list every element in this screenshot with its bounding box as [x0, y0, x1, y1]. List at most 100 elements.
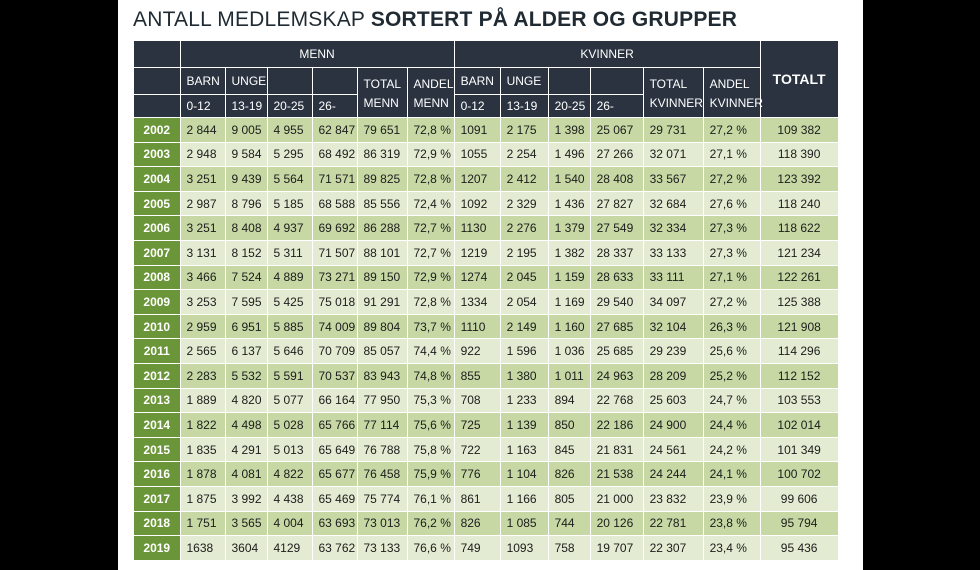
table-cell: 4 822	[267, 461, 313, 487]
table-row: 2005 2 987 8 796 5 185 68 588 85 556 72,4 % 109…	[134, 191, 839, 217]
table-cell: 5 532	[225, 363, 268, 389]
table-cell: 91 291	[357, 289, 408, 315]
table-cell: 2 844	[180, 117, 226, 143]
totalt-cell: 112 152	[760, 363, 839, 389]
table-cell: 75,9 %	[407, 461, 455, 487]
table-cell: 24 900	[643, 412, 704, 438]
table-cell: 33 111	[643, 265, 704, 291]
table-body: 2002 2 844 9 005 4 955 62 847 79 651 72,8 % 109…	[134, 117, 839, 561]
table-cell: 76,1 %	[407, 486, 455, 512]
table-cell: 4 889	[267, 265, 313, 291]
table-cell: 1 382	[548, 240, 591, 266]
table-cell: 1130	[454, 215, 501, 241]
table-cell: 805	[548, 486, 591, 512]
table-cell: 826	[454, 511, 501, 537]
table-cell: 4 820	[225, 388, 268, 414]
table-cell: 1 496	[548, 142, 591, 168]
table-cell: 68 492	[312, 142, 358, 168]
table-cell: 1219	[454, 240, 501, 266]
table-cell: 3 565	[225, 511, 268, 537]
year-cell: 2003	[134, 142, 181, 168]
table-cell: 25 067	[590, 117, 644, 143]
table-cell: 2 175	[500, 117, 549, 143]
table-cell: 26,3 %	[703, 314, 761, 340]
year-cell: 2006	[134, 215, 181, 241]
table-cell: 27,6 %	[703, 191, 761, 217]
table-cell: 89 825	[357, 166, 408, 192]
table-cell: 73,7 %	[407, 314, 455, 340]
header-kvinner-unge-age: 13-19	[500, 94, 549, 118]
table-cell: 72,8 %	[407, 166, 455, 192]
table-cell: 70 537	[312, 363, 358, 389]
table-row: 2008 3 466 7 524 4 889 73 271 89 150 72,9 % 127…	[134, 265, 839, 291]
table-cell: 7 595	[225, 289, 268, 315]
table-cell: 1 160	[548, 314, 591, 340]
table-cell: 8 796	[225, 191, 268, 217]
table-cell: 71 571	[312, 166, 358, 192]
table-cell: 8 408	[225, 215, 268, 241]
table-cell: 9 005	[225, 117, 268, 143]
table-cell: 1 596	[500, 338, 549, 364]
table-cell: 4129	[267, 535, 313, 561]
table-cell: 22 186	[590, 412, 644, 438]
year-cell: 2016	[134, 461, 181, 487]
header-menn: MENN	[180, 41, 455, 68]
table-cell: 27,2 %	[703, 117, 761, 143]
table-row: 2017 1 875 3 992 4 438 65 469 75 774 76,1 % 861…	[134, 486, 839, 512]
table-cell: 4 498	[225, 412, 268, 438]
table-cell: 63 693	[312, 511, 358, 537]
table-cell: 3 992	[225, 486, 268, 512]
header-total-menn-1: TOTAL	[363, 77, 402, 91]
table-cell: 24,4 %	[703, 412, 761, 438]
table-cell: 32 104	[643, 314, 704, 340]
table-cell: 2 195	[500, 240, 549, 266]
table-cell: 5 564	[267, 166, 313, 192]
totalt-cell: 114 296	[760, 338, 839, 364]
totalt-cell: 95 436	[760, 535, 839, 561]
table-cell: 2 283	[180, 363, 226, 389]
table-row: 2018 1 751 3 565 4 004 63 693 73 013 76,2 % 826…	[134, 511, 839, 537]
table-cell: 24,2 %	[703, 437, 761, 463]
table-cell: 1 011	[548, 363, 591, 389]
year-cell: 2019	[134, 535, 181, 561]
table-cell: 6 137	[225, 338, 268, 364]
table-cell: 1 169	[548, 289, 591, 315]
table-cell: 1274	[454, 265, 501, 291]
table-cell: 1092	[454, 191, 501, 217]
year-cell: 2009	[134, 289, 181, 315]
year-cell: 2015	[134, 437, 181, 463]
table-cell: 1 380	[500, 363, 549, 389]
table-row: 2004 3 251 9 439 5 564 71 571 89 825 72,8 % 120…	[134, 166, 839, 192]
table-cell: 3 251	[180, 166, 226, 192]
header-total-kvinner: TOTAL KVINNER	[643, 67, 704, 118]
table-cell: 27 266	[590, 142, 644, 168]
document-page: ANTALL MEDLEMSKAP SORTERT PÅ ALDER OG GR…	[118, 0, 863, 570]
totalt-cell: 100 702	[760, 461, 839, 487]
table-cell: 75,3 %	[407, 388, 455, 414]
table-cell: 776	[454, 461, 501, 487]
table-cell: 62 847	[312, 117, 358, 143]
table-cell: 85 556	[357, 191, 408, 217]
table-cell: 75 774	[357, 486, 408, 512]
table-cell: 22 768	[590, 388, 644, 414]
header-andel-kvinner-1: ANDEL	[709, 77, 750, 91]
header-andel-menn: ANDEL MENN	[407, 67, 455, 118]
table-cell: 2 412	[500, 166, 549, 192]
totalt-cell: 109 382	[760, 117, 839, 143]
table-cell: 826	[548, 461, 591, 487]
table-cell: 27 549	[590, 215, 644, 241]
table-cell: 23 832	[643, 486, 704, 512]
table-cell: 72,7 %	[407, 215, 455, 241]
table-cell: 63 762	[312, 535, 358, 561]
header-menn-20-25: 20-25	[267, 94, 313, 118]
totalt-cell: 118 240	[760, 191, 839, 217]
header-kvinner-20-25: 20-25	[548, 94, 591, 118]
table-cell: 1093	[500, 535, 549, 561]
totalt-cell: 103 553	[760, 388, 839, 414]
table-cell: 2 254	[500, 142, 549, 168]
table-cell: 20 126	[590, 511, 644, 537]
totalt-cell: 122 261	[760, 265, 839, 291]
table-cell: 68 588	[312, 191, 358, 217]
table-cell: 725	[454, 412, 501, 438]
table-cell: 86 288	[357, 215, 408, 241]
